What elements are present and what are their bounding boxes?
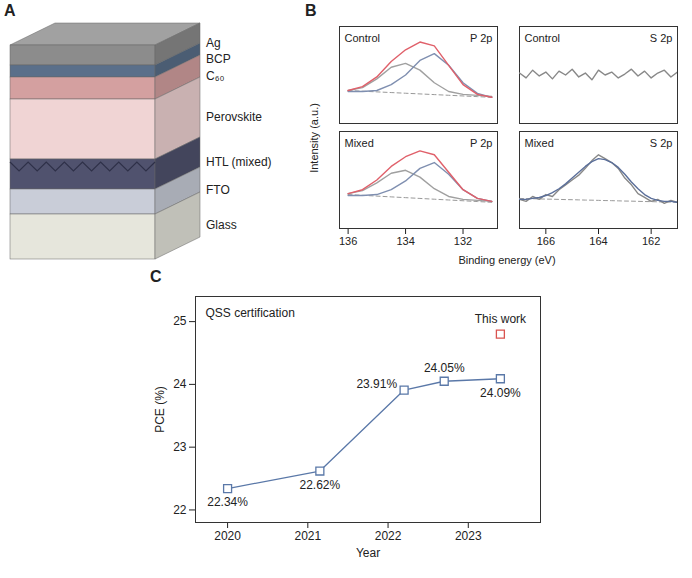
svg-text:2022: 2022	[375, 529, 402, 543]
svg-text:166: 166	[537, 235, 555, 247]
svg-text:164: 164	[589, 235, 607, 247]
svg-text:2020: 2020	[214, 529, 241, 543]
svg-text:132: 132	[454, 235, 472, 247]
svg-text:23: 23	[173, 440, 187, 454]
svg-text:QSS certification: QSS certification	[206, 306, 295, 320]
svg-text:25: 25	[173, 314, 187, 328]
svg-text:24: 24	[173, 377, 187, 391]
svg-text:Ag: Ag	[206, 36, 221, 50]
svg-text:23.91%: 23.91%	[356, 377, 397, 391]
svg-text:This work: This work	[475, 312, 527, 326]
svg-text:Perovskite: Perovskite	[206, 110, 262, 124]
html-text:C: C	[150, 268, 162, 285]
svg-text:S 2p: S 2p	[650, 32, 673, 44]
svg-text:Control: Control	[525, 32, 560, 44]
svg-text:C₆₀: C₆₀	[206, 69, 225, 83]
svg-text:24.05%: 24.05%	[424, 361, 465, 375]
svg-text:P 2p: P 2p	[470, 32, 492, 44]
svg-text:PCE (%): PCE (%)	[153, 386, 167, 433]
html-text:A: A	[4, 2, 16, 19]
svg-text:FTO: FTO	[206, 183, 230, 197]
svg-text:Year: Year	[356, 546, 380, 560]
svg-text:Mixed: Mixed	[345, 137, 374, 149]
svg-text:Control: Control	[345, 32, 380, 44]
svg-text:22.62%: 22.62%	[300, 478, 341, 492]
svg-text:2021: 2021	[294, 529, 321, 543]
svg-text:Intensity (a.u.): Intensity (a.u.)	[308, 103, 320, 173]
svg-text:BCP: BCP	[206, 52, 231, 66]
svg-text:136: 136	[339, 235, 357, 247]
html-text:B: B	[305, 2, 317, 19]
svg-text:24.09%: 24.09%	[480, 386, 521, 400]
svg-text:22.34%: 22.34%	[207, 495, 248, 509]
svg-text:134: 134	[396, 235, 414, 247]
html-text:Binding energy (eV): Binding energy (eV)	[458, 254, 556, 266]
svg-text:22: 22	[173, 503, 187, 517]
svg-text:Mixed: Mixed	[525, 137, 554, 149]
svg-text:2023: 2023	[455, 529, 482, 543]
svg-text:S 2p: S 2p	[650, 137, 673, 149]
svg-text:Glass: Glass	[206, 218, 237, 232]
svg-text:HTL (mixed): HTL (mixed)	[206, 155, 272, 169]
svg-text:162: 162	[642, 235, 660, 247]
svg-text:P 2p: P 2p	[470, 137, 492, 149]
